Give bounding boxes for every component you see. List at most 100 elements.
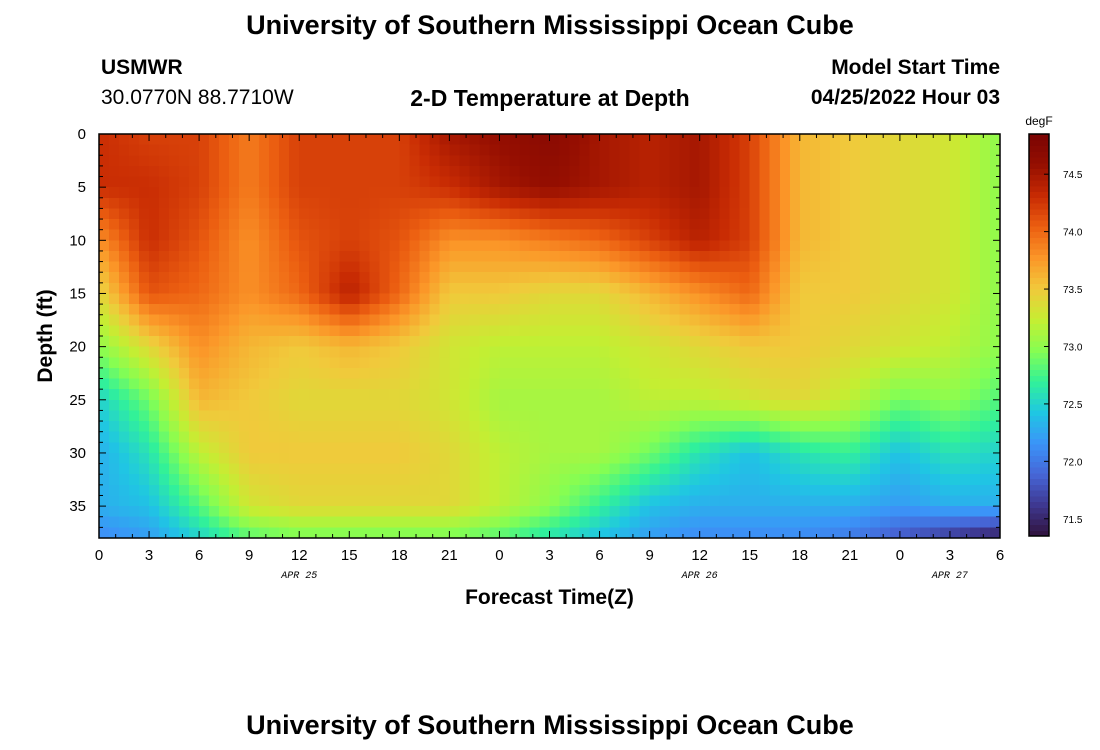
heatmap-cell bbox=[959, 452, 971, 465]
colorbar-segment bbox=[1029, 317, 1049, 325]
heatmap-cell bbox=[449, 176, 460, 188]
heatmap-cell bbox=[239, 410, 250, 422]
heatmap-cell bbox=[759, 495, 771, 507]
heatmap-cell bbox=[729, 314, 741, 326]
heatmap-cell bbox=[439, 516, 450, 528]
heatmap-cell bbox=[329, 261, 340, 273]
heatmap-cell bbox=[789, 389, 801, 401]
heatmap-cell bbox=[209, 197, 220, 210]
heatmap-cell bbox=[569, 506, 581, 518]
heatmap-cell bbox=[179, 389, 190, 401]
heatmap-cell bbox=[649, 527, 661, 539]
heatmap-cell bbox=[269, 219, 280, 231]
heatmap-cell bbox=[139, 421, 150, 433]
heatmap-cell bbox=[589, 378, 601, 390]
heatmap-cell bbox=[539, 336, 551, 348]
heatmap-cell bbox=[939, 240, 951, 252]
heatmap-cell bbox=[469, 474, 481, 486]
heatmap-cell bbox=[109, 282, 120, 295]
heatmap-cell bbox=[179, 165, 190, 178]
heatmap-cell bbox=[289, 165, 300, 178]
heatmap-cell bbox=[359, 484, 370, 497]
heatmap-cell bbox=[279, 399, 290, 412]
heatmap-cell bbox=[369, 219, 380, 231]
heatmap-cell bbox=[829, 527, 841, 539]
heatmap-cell bbox=[729, 452, 741, 465]
heatmap-cell bbox=[299, 452, 310, 465]
heatmap-cell bbox=[269, 474, 280, 486]
heatmap-cell bbox=[679, 250, 691, 263]
heatmap-cell bbox=[569, 431, 581, 443]
heatmap-cell bbox=[489, 272, 501, 284]
heatmap-cell bbox=[499, 506, 511, 518]
heatmap-cell bbox=[909, 452, 921, 465]
heatmap-cell bbox=[639, 250, 651, 263]
heatmap-cell bbox=[569, 484, 581, 497]
heatmap-cell bbox=[359, 516, 370, 528]
heatmap-cell bbox=[509, 346, 521, 358]
heatmap-cell bbox=[709, 282, 721, 295]
heatmap-cell bbox=[469, 442, 481, 454]
heatmap-cell bbox=[259, 399, 270, 412]
heatmap-cell bbox=[179, 346, 190, 358]
colorbar-segment bbox=[1029, 306, 1049, 313]
heatmap-cell bbox=[699, 495, 711, 507]
heatmap-cell bbox=[559, 240, 571, 252]
heatmap-cell bbox=[959, 484, 971, 497]
heatmap-cell bbox=[769, 346, 781, 358]
heatmap-cell bbox=[349, 208, 360, 220]
heatmap-cell bbox=[419, 282, 430, 295]
heatmap-cell bbox=[969, 346, 981, 358]
heatmap-cell bbox=[769, 336, 781, 348]
heatmap-cell bbox=[379, 495, 390, 507]
heatmap-cell bbox=[629, 208, 641, 220]
heatmap-cell bbox=[299, 229, 310, 241]
heatmap-cell bbox=[169, 272, 180, 284]
heatmap-cell bbox=[959, 134, 971, 146]
heatmap-cell bbox=[289, 325, 300, 337]
heatmap-cell bbox=[679, 463, 691, 475]
heatmap-cell bbox=[809, 484, 821, 497]
colorbar-segment bbox=[1029, 225, 1049, 233]
station-name: USMWR bbox=[101, 56, 183, 79]
heatmap-cell bbox=[109, 367, 120, 380]
heatmap-cell bbox=[399, 452, 410, 465]
heatmap-cell bbox=[349, 282, 360, 295]
heatmap-cell bbox=[949, 325, 961, 337]
heatmap-cell bbox=[339, 336, 350, 348]
heatmap-cell bbox=[899, 176, 911, 188]
heatmap-cell bbox=[219, 165, 230, 178]
heatmap-cell bbox=[409, 165, 420, 178]
heatmap-cell bbox=[779, 516, 791, 528]
heatmap-cell bbox=[359, 399, 370, 412]
heatmap-cell bbox=[809, 389, 821, 401]
x-tick-label: 3 bbox=[946, 547, 954, 564]
heatmap-cell bbox=[279, 165, 290, 178]
heatmap-cell bbox=[419, 442, 430, 454]
heatmap-cell bbox=[819, 399, 831, 412]
heatmap-cell bbox=[759, 250, 771, 263]
heatmap-cell bbox=[679, 527, 691, 539]
heatmap-cell bbox=[379, 506, 390, 518]
heatmap-cell bbox=[959, 325, 971, 337]
colorbar-tick-label: 74.0 bbox=[1063, 228, 1083, 239]
heatmap-cell bbox=[679, 357, 691, 369]
heatmap-cell bbox=[249, 357, 260, 369]
heatmap-cell bbox=[249, 463, 260, 475]
heatmap-cell bbox=[899, 229, 911, 241]
heatmap-cell bbox=[889, 399, 901, 412]
heatmap-cell bbox=[269, 452, 280, 465]
heatmap-cell bbox=[909, 134, 921, 146]
heatmap-cell bbox=[269, 527, 280, 539]
heatmap-cell bbox=[599, 463, 611, 475]
heatmap-cell bbox=[689, 421, 701, 433]
heatmap-cell bbox=[729, 155, 741, 167]
heatmap-cell bbox=[979, 325, 991, 337]
heatmap-cell bbox=[859, 325, 871, 337]
heatmap-cell bbox=[419, 208, 430, 220]
heatmap-cell bbox=[109, 134, 120, 146]
heatmap-cell bbox=[609, 527, 621, 539]
heatmap-cell bbox=[879, 134, 891, 146]
heatmap-cell bbox=[529, 410, 541, 422]
heatmap-cell bbox=[299, 484, 310, 497]
